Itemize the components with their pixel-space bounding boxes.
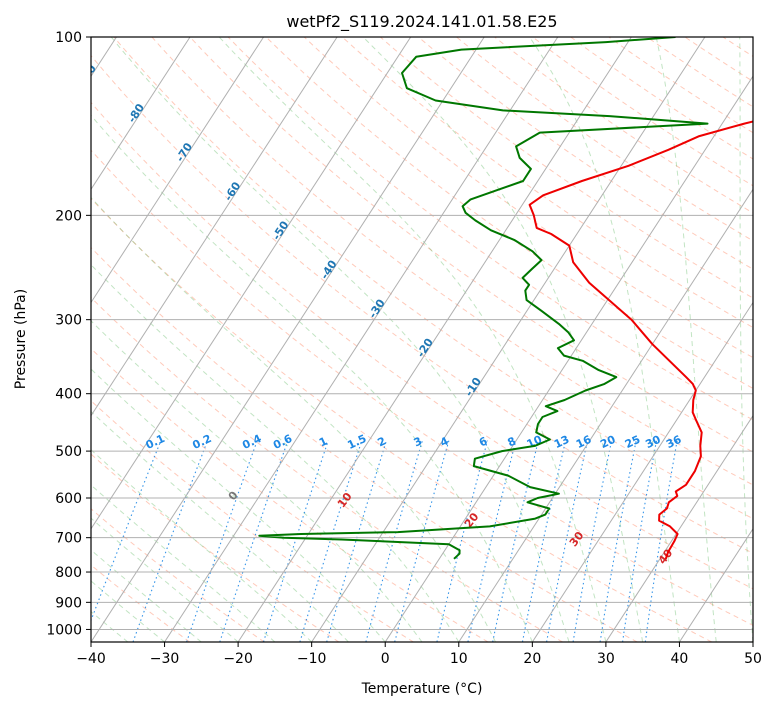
profiles bbox=[258, 37, 753, 560]
dry-adiabat-line bbox=[91, 54, 753, 554]
y-tick-label: 400 bbox=[55, 387, 82, 403]
dry-adiabat-line bbox=[91, 149, 753, 626]
isotherm-line bbox=[531, 301, 753, 642]
y-tick-label: 700 bbox=[55, 531, 82, 547]
isotherm-line bbox=[458, 188, 753, 642]
isotherm-line bbox=[91, 37, 191, 191]
x-tick-label: 10 bbox=[450, 651, 468, 667]
mixing-ratio-label: 20 bbox=[598, 433, 618, 451]
dry-adiabat-line bbox=[91, 347, 489, 642]
x-tick-label: −10 bbox=[297, 651, 327, 667]
y-tick-label: 900 bbox=[55, 595, 82, 611]
x-tick-label: 30 bbox=[597, 651, 615, 667]
x-tick-label: −30 bbox=[150, 651, 180, 667]
dry-adiabat-line bbox=[91, 508, 265, 642]
mixing-ratio-label: 16 bbox=[574, 433, 594, 451]
isotherm-line bbox=[91, 37, 412, 530]
y-axis-ticks: 100 200 300 400 500 600 700 800 900 1000 bbox=[46, 30, 91, 638]
dry-adiabat-line bbox=[91, 101, 753, 590]
y-tick-label: 300 bbox=[55, 313, 82, 329]
isotherm-line bbox=[91, 37, 338, 417]
mixing-ratio-line bbox=[262, 440, 329, 642]
moist-adiabat-line bbox=[91, 264, 460, 642]
moist-adiabat-line bbox=[110, 37, 570, 642]
x-tick-label: 50 bbox=[744, 651, 762, 667]
dry-adiabat-line bbox=[91, 197, 713, 642]
mixing-ratio-line bbox=[521, 440, 567, 642]
mixing-ratio-line bbox=[622, 440, 658, 642]
mixing-ratio-lines bbox=[91, 440, 678, 642]
dry-adiabat-line bbox=[91, 296, 563, 642]
y-tick-label: 200 bbox=[55, 208, 82, 224]
x-tick-label: 20 bbox=[523, 651, 541, 667]
isotherm-line bbox=[605, 414, 753, 642]
mixing-ratio-line bbox=[644, 440, 678, 642]
moist-adiabat-line bbox=[91, 410, 349, 642]
dry-adiabat-line bbox=[91, 453, 340, 642]
moist-adiabat-line bbox=[91, 114, 533, 642]
dry-adiabats bbox=[91, 37, 753, 642]
mixing-ratio-line bbox=[132, 440, 209, 642]
y-tick-label: 800 bbox=[55, 565, 82, 581]
x-tick-label: −20 bbox=[223, 651, 253, 667]
chart-title: wetPf2_S119.2024.141.01.58.E25 bbox=[286, 12, 557, 32]
dry-adiabat-line bbox=[91, 246, 638, 642]
moist-adiabats bbox=[91, 37, 753, 642]
plot-area: 0.10.20.40.611.52346810131620253036-100-… bbox=[77, 37, 753, 642]
mixing-ratio-line bbox=[219, 440, 289, 642]
x-tick-label: −40 bbox=[76, 651, 106, 667]
isotherm-label: -90 bbox=[77, 62, 99, 86]
dry-adiabat-line bbox=[91, 399, 414, 642]
moist-adiabat-line bbox=[218, 37, 607, 642]
temperature-profile-line bbox=[528, 120, 753, 560]
dry-adiabat-line bbox=[379, 37, 753, 299]
moist-adiabat-line bbox=[91, 196, 497, 642]
dewpoint-profile-line bbox=[258, 37, 709, 560]
x-axis-ticks: −40 −30 −20 −10 0 10 20 30 40 50 bbox=[76, 642, 762, 667]
skewed-isotherms bbox=[91, 37, 753, 642]
x-tick-label: 40 bbox=[671, 651, 689, 667]
dry-adiabat-line bbox=[227, 37, 753, 421]
moist-adiabat-line bbox=[655, 37, 717, 642]
pressure-gridlines bbox=[91, 37, 753, 630]
isotherm-line bbox=[91, 37, 265, 304]
mixing-ratio-line bbox=[186, 440, 258, 642]
dry-adiabat-line bbox=[189, 37, 753, 453]
y-tick-label: 100 bbox=[55, 30, 82, 46]
mixing-ratio-label: 25 bbox=[623, 433, 642, 451]
moist-adiabat-line bbox=[739, 37, 753, 642]
y-tick-label: 500 bbox=[55, 444, 82, 460]
dry-adiabat-line bbox=[113, 37, 753, 520]
isotherm-line bbox=[164, 37, 559, 642]
y-axis-title: Pressure (hPa) bbox=[13, 289, 29, 389]
isotherm-line bbox=[679, 527, 753, 642]
isotherm-line bbox=[91, 37, 485, 642]
mixing-ratio-label: 13 bbox=[552, 433, 571, 451]
dry-adiabat-line bbox=[303, 37, 753, 359]
isotherm-line bbox=[384, 75, 753, 642]
x-tick-label: 0 bbox=[381, 651, 390, 667]
isotherm-line bbox=[237, 37, 632, 642]
y-tick-label: 600 bbox=[55, 491, 82, 507]
mixing-ratio-line bbox=[572, 440, 613, 642]
moist-adiabat-line bbox=[91, 368, 386, 642]
mixing-ratio-line bbox=[492, 440, 539, 642]
mixing-ratio-label: 36 bbox=[664, 433, 684, 451]
y-tick-label: 1000 bbox=[46, 622, 82, 638]
moist-adiabat-line bbox=[528, 37, 680, 642]
x-axis-title: Temperature (°C) bbox=[361, 681, 483, 697]
plot-frame bbox=[90, 36, 754, 643]
mixing-ratio-label: 30 bbox=[643, 433, 663, 451]
mixing-ratio-line bbox=[546, 440, 589, 642]
